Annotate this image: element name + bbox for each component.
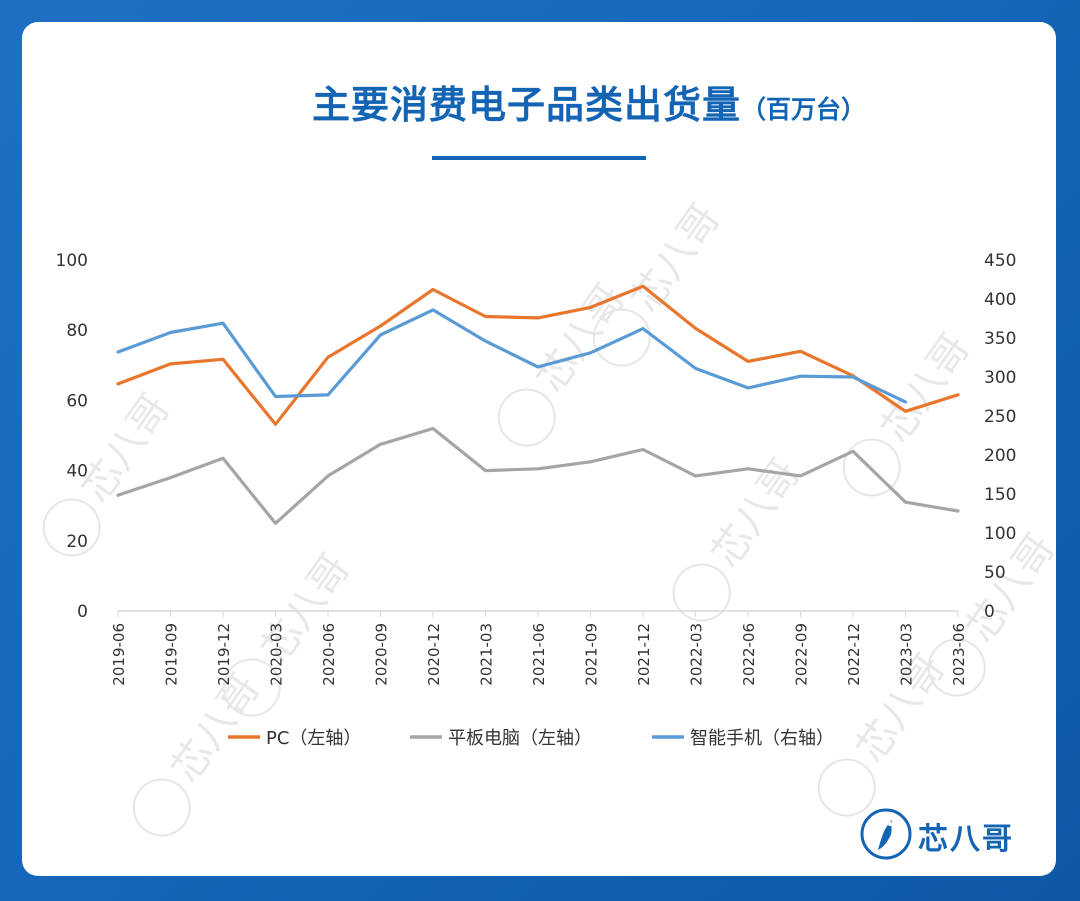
watermark-circle (927, 638, 986, 697)
x-tick-label: 2022-12 (845, 623, 863, 686)
y-right-tick-label: 350 (984, 329, 1016, 349)
chart-title-main: 主要消费电子品类出货量 (312, 83, 742, 127)
x-tick-label: 2020-06 (320, 623, 338, 686)
x-tick-label: 2022-09 (793, 623, 811, 686)
y-right-tick-label: 400 (984, 290, 1016, 310)
watermark: 芯八哥 (132, 666, 269, 837)
x-tick-label: 2020-03 (268, 623, 286, 686)
x-tick-label: 2022-06 (740, 623, 758, 686)
x-tick-label: 2021-06 (530, 623, 548, 686)
axes-layer: 0 20 40 60 80 100 0 50 100 150 200 250 300 350 400 450 2… (56, 251, 1017, 686)
watermark-circle (42, 498, 101, 557)
legend-label: 智能手机（右轴） (690, 728, 834, 749)
legend-label: 平板电脑（左轴） (448, 728, 592, 749)
y-left-tick-label: 100 (56, 251, 88, 271)
series-line-1 (116, 284, 960, 426)
y-left-tick-label: 40 (66, 462, 88, 482)
x-tick-label: 2019-09 (163, 623, 181, 686)
watermark-text: 芯八哥 (958, 526, 1065, 651)
y-right-tick-label: 450 (984, 251, 1016, 271)
y-left-tick-label: 60 (66, 391, 88, 411)
legend-label: PC（左轴） (266, 728, 361, 749)
legend-layer: PC（左轴） 平板电脑（左轴） 智能手机（右轴） (228, 728, 834, 749)
y-left-tick-label: 80 (66, 321, 88, 341)
y-right-tick-label: 300 (984, 368, 1016, 388)
y-left-tick-label: 20 (66, 532, 88, 552)
watermark: 芯八哥 (842, 326, 980, 497)
brand-logo: 芯八哥 (858, 806, 1038, 862)
y-right-tick-label: 0 (984, 602, 995, 622)
x-tick-label: 2020-09 (373, 623, 391, 686)
y-right-tick-label: 200 (984, 446, 1016, 466)
watermark-circle (132, 778, 191, 837)
y-right-tick-label: 150 (984, 485, 1016, 505)
x-tick-label: 2023-06 (950, 623, 968, 686)
chart-title-unit: （百万台） (741, 95, 867, 124)
watermark-circle (817, 758, 876, 817)
y-right-tick-label: 250 (984, 407, 1016, 427)
watermark: 芯八哥 (42, 386, 179, 557)
y-left-tick-label: 0 (77, 602, 88, 622)
chart-title: 主要消费电子品类出货量（百万台） (312, 74, 1012, 134)
y-right-tick-label: 100 (984, 524, 1016, 544)
y-right-tick-label: 50 (984, 563, 1006, 583)
x-tick-label: 2023-03 (898, 623, 916, 686)
x-tick-label: 2021-09 (583, 623, 601, 686)
watermark-circle (592, 308, 651, 367)
series-layer (116, 284, 960, 525)
chart-card: 主要消费电子品类出货量（百万台） 芯八哥 (22, 22, 1056, 876)
series-line-3 (116, 308, 908, 404)
series-line-2 (116, 426, 960, 525)
watermark-text: 芯八哥 (873, 326, 980, 451)
watermark-circle (497, 388, 556, 447)
x-tick-label: 2019-06 (110, 623, 128, 686)
x-tick-label: 2019-12 (215, 623, 233, 686)
watermark-circle (222, 658, 281, 717)
watermark-circle (842, 438, 901, 497)
x-tick-label: 2022-03 (688, 623, 706, 686)
bird-logo-icon (860, 808, 912, 860)
x-tick-label: 2020-12 (425, 623, 443, 686)
brand-logo-text: 芯八哥 (918, 822, 1014, 857)
watermark-circle (672, 563, 731, 622)
x-tick-label: 2021-03 (478, 623, 496, 686)
title-underline (432, 156, 646, 160)
x-tick-label: 2021-12 (635, 623, 653, 686)
watermark-text: 芯八哥 (623, 196, 730, 321)
